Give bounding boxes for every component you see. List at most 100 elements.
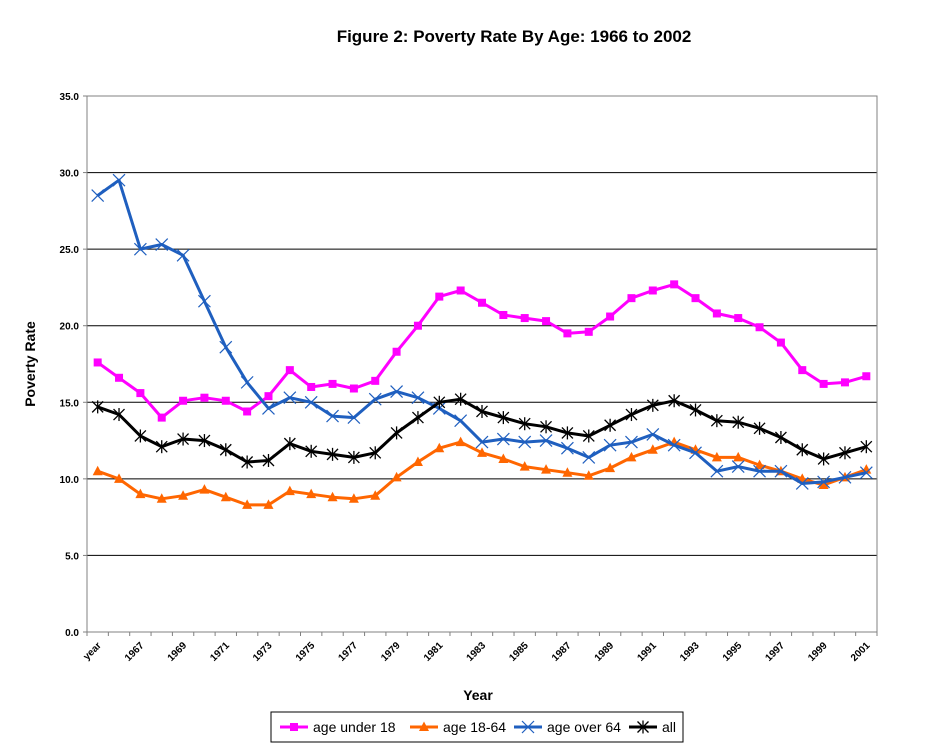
legend-marker-age-under-18: [290, 723, 298, 731]
y-tick-label-10-0: 10.0: [60, 475, 80, 486]
series-all: [91, 392, 873, 469]
data-point-age-under-18-1980: [413, 321, 422, 330]
data-point-age-under-18-1986: [542, 317, 551, 326]
data-point-age-over-64-1979: [390, 385, 404, 398]
data-point-age-under-18-1972: [243, 407, 252, 416]
legend-item-age-over-64: age over 64: [514, 719, 621, 735]
data-point-age-18-64-1977: [348, 493, 359, 503]
data-point-all-1986: [540, 420, 553, 434]
data-point-all-1991: [646, 398, 659, 412]
plot-border: [86, 95, 878, 633]
data-point-age-over-64-1992: [667, 438, 681, 452]
gridlines: [87, 172, 877, 556]
data-point-all-1999: [817, 452, 830, 466]
data-point-age-under-18-1969: [179, 396, 188, 405]
data-point-age-over-64-1997: [774, 464, 788, 478]
chart-title: Figure 2: Poverty Rate By Age: 1966 to 2…: [336, 27, 692, 46]
y-tick-label-0-0: 0.0: [65, 628, 79, 639]
y-axis: 0.0 5.0 10.0 15.0 20.0 25.0 30.0 35.0: [60, 92, 87, 639]
data-point-age-over-64-1972: [240, 375, 254, 389]
data-point-age-over-64-1967: [133, 242, 147, 256]
data-point-age-under-18-2001: [862, 372, 871, 381]
data-point-all-1976: [326, 447, 339, 461]
data-point-age-18-64-1994: [711, 451, 722, 462]
data-point-all-1990: [625, 408, 638, 422]
data-point-all-1975: [305, 444, 318, 458]
data-point-age-18-64-1982: [455, 436, 466, 447]
data-point-age-over-64-1980: [411, 391, 425, 405]
x-tick-label-1977: 1977: [337, 640, 361, 664]
data-point-age-under-18-2000: [840, 378, 849, 387]
data-point-age-18-64-1975: [306, 488, 317, 499]
data-point-all-2001: [860, 440, 873, 454]
data-point-all-1974: [283, 437, 296, 451]
data-point-age-18-64-1966: [114, 473, 125, 483]
data-point-age-under-18-1988: [584, 327, 593, 336]
x-tick-label-1973: 1973: [251, 640, 275, 664]
data-point-age-18-64-1990: [626, 451, 637, 462]
data-point-age-over-64-1984: [496, 432, 510, 446]
data-point-age-under-18-1967: [136, 389, 145, 398]
data-point-age-under-18-1985: [520, 314, 529, 323]
y-tick-label-15-0: 15.0: [60, 398, 80, 409]
data-point-all-1992: [668, 394, 681, 408]
data-point-age-under-18-1981: [435, 292, 444, 301]
data-point-age-18-64-1979: [391, 471, 402, 482]
data-point-age-over-64-1987: [560, 441, 574, 455]
x-tick-label-1983: 1983: [465, 640, 489, 664]
data-point-age-18-64-1983: [477, 447, 487, 457]
data-point-age-over-64-1985: [518, 435, 532, 449]
data-point-all-1995: [732, 415, 745, 429]
data-point-all-1972: [241, 455, 254, 469]
x-tick-label-1991: 1991: [635, 640, 659, 664]
data-point-age-18-64-1986: [541, 464, 552, 474]
data-point-age-over-64-1982: [454, 414, 468, 428]
x-tick-label-year: year: [81, 640, 103, 662]
data-point-age-over-64-1976: [326, 409, 339, 423]
data-point-age-over-64-1991: [646, 428, 660, 441]
x-tick-label-1987: 1987: [550, 640, 574, 664]
data-point-age-18-64-1974: [284, 485, 295, 496]
data-point-age-over-64-1993: [689, 446, 702, 460]
data-point-all-1977: [347, 450, 360, 464]
data-point-all-1973: [262, 453, 275, 467]
x-tick-label-1967: 1967: [123, 640, 147, 664]
data-point-age-over-64-1971: [219, 340, 233, 354]
x-tick-label-1995: 1995: [721, 640, 745, 664]
data-point-age-under-18-1974: [285, 366, 294, 375]
data-point-age-under-18-1995: [734, 314, 743, 323]
y-tick-label-30-0: 30.0: [60, 169, 80, 180]
data-point-age-over-64-1977: [347, 411, 361, 425]
data-point-age-18-64-1980: [412, 456, 423, 467]
data-point-age-18-64-1968: [156, 493, 167, 503]
data-point-age-under-18-1977: [349, 384, 358, 393]
data-point-age-over-64-1970: [198, 294, 211, 308]
data-point-all-1967: [134, 429, 147, 443]
legend-label-age-18-64: age 18-64: [443, 719, 506, 735]
data-point-all-1970: [198, 434, 211, 448]
data-point-age-18-64-1969: [178, 490, 189, 500]
data-point-age-over-64-1968: [155, 238, 169, 251]
data-point-age-over-64-1996: [753, 464, 766, 478]
data-point-age-under-18-1966: [115, 373, 124, 382]
data-point-age-under-18-1976: [328, 379, 337, 388]
data-point-age-18-64-1981: [434, 442, 445, 453]
data-point-age-under-18-1973: [264, 392, 273, 401]
data-point-all-2000: [839, 446, 851, 460]
data-point-age-under-18-1990: [627, 294, 636, 303]
data-point-age-under-18-1970: [200, 393, 209, 402]
legend-label-age-over-64: age over 64: [547, 719, 621, 735]
data-point-age-18-64-1991: [647, 444, 658, 454]
data-point-age-18-64-1985: [519, 461, 530, 471]
data-point-all-1980: [411, 411, 424, 425]
data-point-age-under-18-1993: [691, 294, 700, 303]
legend-item-age-18-64: age 18-64: [410, 719, 506, 735]
x-tick-label-1969: 1969: [166, 640, 190, 664]
data-point-all-1966: [113, 408, 125, 422]
data-point-age-18-64-1976: [327, 491, 338, 502]
x-axis: year 1967 1969 1971 1973 1975 1977 1979 1981 1983…: [81, 632, 878, 664]
data-point-age-over-64-1998: [795, 477, 809, 490]
x-tick-label-1971: 1971: [208, 640, 232, 664]
data-point-all-1981: [433, 395, 446, 409]
